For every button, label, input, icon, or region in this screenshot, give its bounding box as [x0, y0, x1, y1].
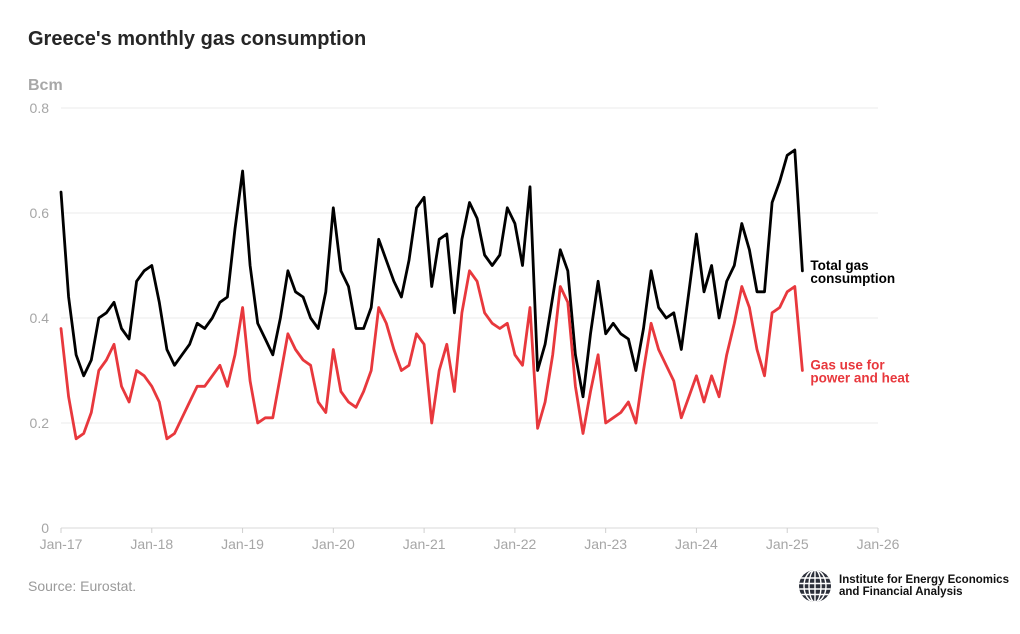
- total-gas-consumption-line: [59, 148, 804, 399]
- globe-logo-icon: [799, 570, 831, 602]
- total-gas-consumption-label: Total gas consumption: [810, 258, 895, 286]
- x-tick-label: Jan-21: [403, 536, 446, 552]
- organization-name-line2: and Financial Analysis: [839, 586, 963, 598]
- organization-name-line1: Institute for Energy Economics: [839, 573, 1009, 586]
- y-tick-label: 0.2: [30, 415, 50, 431]
- y-tick-label: 0: [41, 520, 49, 536]
- chart-title: Greece's monthly gas consumption: [28, 28, 367, 50]
- x-tick-label: Jan-26: [857, 536, 900, 552]
- x-tick-label: Jan-18: [130, 536, 173, 552]
- axis-ticks: 0 0.2 0.4 0.6 0.8 Jan-17 Jan-18 Jan-19 Jan-20 Jan…: [30, 100, 900, 552]
- y-tick-label: 0.6: [30, 205, 50, 221]
- x-tick-label: Jan-25: [766, 536, 809, 552]
- y-tick-label: 0.4: [30, 310, 50, 326]
- grid-lines: [61, 107, 878, 529]
- x-tick-label: Jan-20: [312, 536, 355, 552]
- x-tick-label: Jan-24: [675, 536, 718, 552]
- series-lines: [59, 148, 804, 441]
- x-tick-label: Jan-19: [221, 536, 264, 552]
- organization-logo: Institute for Energy Economics and Finan…: [797, 568, 1009, 604]
- power-and-heat-label: Gas use for power and heat: [810, 358, 910, 386]
- x-tick-label: Jan-22: [493, 536, 536, 552]
- power-and-heat-line: [59, 269, 804, 441]
- organization-name: Institute for Energy Economics and Finan…: [839, 574, 1009, 599]
- y-axis-unit: Bcm: [28, 77, 63, 94]
- x-tick-label: Jan-17: [40, 536, 83, 552]
- x-tick-label: Jan-23: [584, 536, 627, 552]
- source-note: Source: Eurostat.: [28, 578, 137, 594]
- series-labels: Total gas consumption Gas use for power and…: [810, 258, 910, 386]
- y-tick-label: 0.8: [30, 100, 50, 116]
